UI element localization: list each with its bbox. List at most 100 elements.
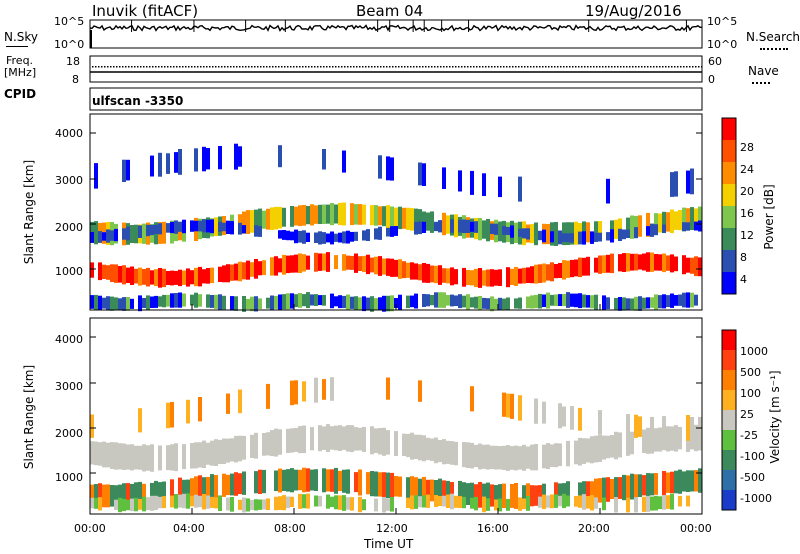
field-cell bbox=[654, 473, 658, 495]
field-cell bbox=[122, 443, 126, 470]
field-cell bbox=[594, 221, 598, 242]
field-cell bbox=[306, 468, 310, 492]
xtick-5: 20:00 bbox=[578, 522, 610, 535]
nave-dot bbox=[305, 66, 307, 68]
field-cell bbox=[642, 429, 646, 453]
field-cell bbox=[634, 497, 638, 513]
field-cell bbox=[414, 434, 418, 459]
nave-dot bbox=[689, 66, 691, 68]
field-cell bbox=[654, 428, 658, 452]
field-cell bbox=[94, 294, 98, 310]
field-cell bbox=[98, 262, 102, 281]
field-cell bbox=[598, 221, 602, 242]
field-cell bbox=[666, 295, 670, 307]
velocity-cbar-tick-6: -500 bbox=[740, 471, 765, 484]
field-cell bbox=[366, 229, 370, 241]
nave-dot bbox=[602, 66, 604, 68]
field-cell bbox=[422, 211, 426, 231]
field-cell bbox=[334, 495, 338, 510]
field-cell bbox=[194, 442, 198, 469]
field-cell bbox=[238, 222, 242, 235]
field-cell bbox=[422, 263, 426, 283]
nave-dot bbox=[170, 66, 172, 68]
nave-dot bbox=[464, 66, 466, 68]
nave-dot bbox=[632, 66, 634, 68]
field-cell bbox=[238, 261, 242, 282]
field-cell bbox=[294, 380, 298, 405]
field-cell bbox=[626, 431, 630, 456]
field-cell bbox=[386, 295, 390, 312]
freq-unit-label: [MHz] bbox=[4, 66, 37, 79]
field-cell bbox=[314, 252, 318, 272]
field-cell bbox=[382, 472, 386, 498]
field-cell bbox=[594, 435, 598, 463]
field-cell bbox=[606, 477, 610, 502]
nave-dot bbox=[152, 66, 154, 68]
colorbar-swatch-6 bbox=[722, 250, 736, 272]
field-cell bbox=[194, 148, 198, 172]
field-cell bbox=[630, 253, 634, 271]
field-cell bbox=[274, 496, 278, 511]
nave-dot bbox=[488, 66, 490, 68]
field-cell bbox=[318, 253, 322, 271]
field-cell bbox=[262, 210, 266, 229]
field-cell bbox=[682, 207, 686, 232]
field-cell bbox=[482, 270, 486, 286]
field-cell bbox=[450, 267, 454, 286]
field-cell bbox=[150, 495, 154, 511]
field-cell bbox=[374, 228, 378, 240]
field-cell bbox=[370, 426, 374, 455]
nave-dot bbox=[344, 66, 346, 68]
field-cell bbox=[386, 498, 390, 511]
field-cell bbox=[230, 221, 234, 235]
field-cell bbox=[94, 484, 98, 509]
field-cell bbox=[470, 442, 474, 469]
nave-dot bbox=[683, 66, 685, 68]
field-cell bbox=[458, 170, 462, 192]
field-cell bbox=[578, 293, 582, 309]
nave-dot bbox=[176, 66, 178, 68]
field-cell bbox=[162, 481, 166, 503]
nave-dot bbox=[563, 66, 565, 68]
field-cell bbox=[226, 474, 230, 496]
nave-dot bbox=[446, 66, 448, 68]
field-cell bbox=[278, 468, 282, 493]
field-cell bbox=[190, 443, 194, 469]
field-cell bbox=[206, 442, 210, 465]
field-cell bbox=[622, 253, 626, 272]
field-cell bbox=[578, 257, 582, 278]
field-cell bbox=[90, 262, 94, 278]
field-cell bbox=[422, 294, 426, 307]
field-cell bbox=[162, 268, 166, 288]
nave-dot bbox=[545, 66, 547, 68]
field-cell bbox=[198, 397, 202, 422]
nave-dot bbox=[494, 66, 496, 68]
field-cell bbox=[698, 206, 702, 229]
field-cell bbox=[362, 296, 366, 312]
field-cell bbox=[266, 498, 270, 510]
field-cell bbox=[202, 269, 206, 284]
field-cell bbox=[178, 494, 182, 508]
field-cell bbox=[410, 262, 414, 280]
field-cell bbox=[278, 230, 282, 239]
field-cell bbox=[378, 226, 382, 240]
field-cell bbox=[670, 172, 674, 197]
field-cell bbox=[410, 476, 414, 501]
field-cell bbox=[582, 231, 586, 245]
field-cell bbox=[626, 217, 630, 238]
freq-panel-frame bbox=[89, 55, 703, 83]
field-cell bbox=[686, 470, 690, 492]
field-cell bbox=[314, 495, 318, 507]
field-cell bbox=[658, 427, 662, 452]
nave-dot bbox=[374, 66, 376, 68]
field-cell bbox=[262, 433, 266, 456]
field-cell bbox=[258, 208, 262, 232]
nave-dot bbox=[134, 66, 136, 68]
field-cell bbox=[130, 498, 134, 512]
field-cell bbox=[318, 204, 322, 224]
field-cell bbox=[274, 256, 278, 276]
field-cell bbox=[278, 258, 282, 273]
noise-trace bbox=[89, 20, 703, 48]
field-cell bbox=[378, 472, 382, 497]
field-cell bbox=[662, 224, 666, 233]
